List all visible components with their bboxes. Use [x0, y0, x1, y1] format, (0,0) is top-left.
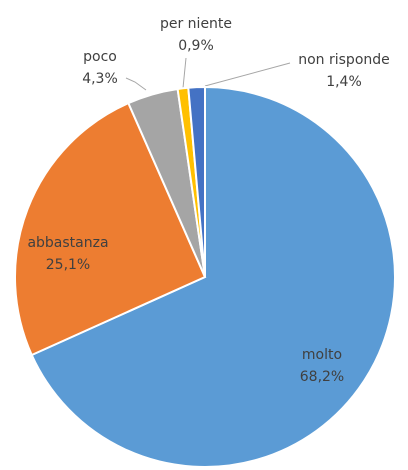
slice-label: non risponde	[298, 52, 390, 68]
leader-line	[204, 62, 291, 87]
slice-label: poco	[83, 49, 117, 65]
slice-value-label: 25,1%	[46, 257, 90, 273]
leader-line	[182, 57, 187, 89]
leader-line	[125, 77, 147, 91]
slice-value-label: 1,4%	[326, 74, 362, 90]
slice-value-label: 0,9%	[178, 38, 214, 54]
pie-slice	[30, 85, 396, 468]
pie-slice	[187, 85, 206, 278]
slice-label: molto	[302, 347, 342, 363]
slice-value-label: 4,3%	[82, 71, 118, 87]
pie-slice	[14, 101, 207, 357]
slice-value-label: 68,2%	[300, 369, 344, 385]
slice-label: per niente	[160, 16, 232, 32]
slice-label: abbastanza	[27, 235, 108, 251]
